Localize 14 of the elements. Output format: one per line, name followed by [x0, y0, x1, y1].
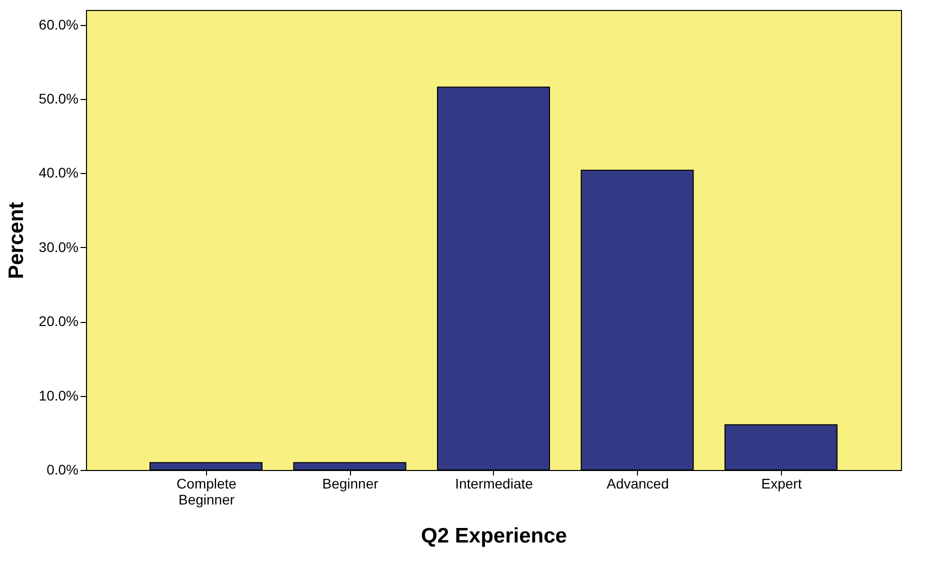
y-tick-label: 20.0%: [38, 313, 78, 330]
y-tick-label: 30.0%: [38, 238, 78, 255]
x-tick-label: Advanced: [606, 476, 669, 492]
y-axis-title: Percent: [4, 202, 28, 280]
y-tick-label: 0.0%: [46, 462, 78, 478]
x-tick-label: Complete Beginner: [176, 476, 237, 508]
x-tick-label: Intermediate: [455, 476, 534, 492]
y-tick-label: 10.0%: [38, 387, 78, 404]
x-axis-title: Q2 Experience: [421, 524, 567, 548]
x-tick-label: Expert: [761, 476, 802, 492]
y-tick-label: 40.0%: [38, 164, 78, 181]
y-tick-label: 60.0%: [38, 16, 78, 32]
x-tick-label: Beginner: [322, 476, 379, 492]
y-tick-label: 50.0%: [38, 90, 78, 107]
